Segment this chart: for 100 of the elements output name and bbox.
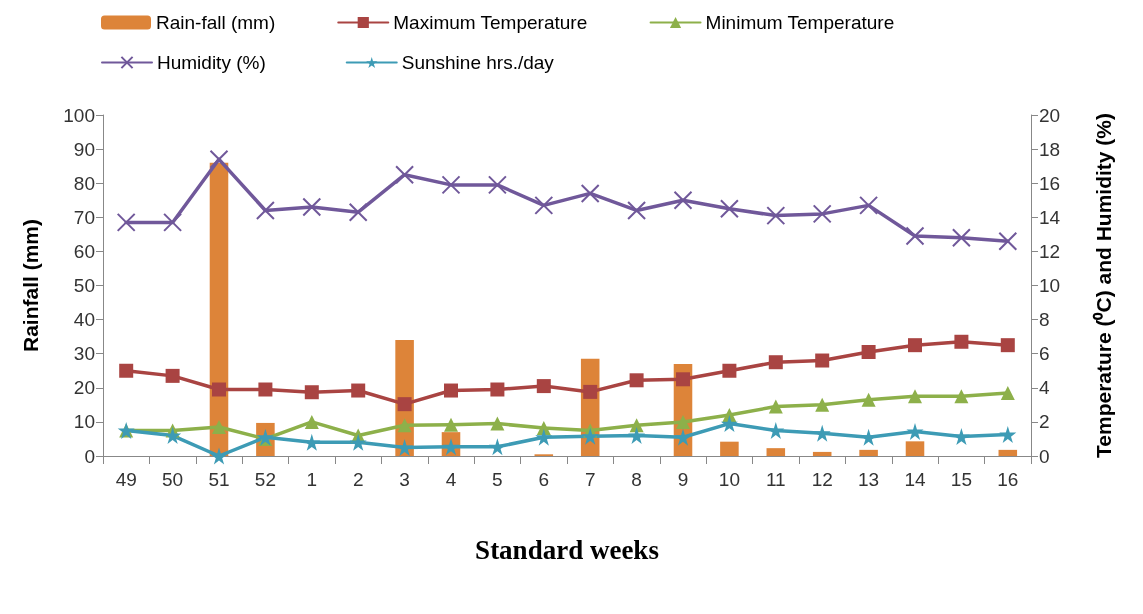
- point: [348, 202, 368, 222]
- point: [766, 206, 786, 226]
- point: [813, 424, 831, 442]
- point: [302, 197, 322, 217]
- point: [673, 190, 693, 210]
- point: [954, 334, 969, 349]
- point: [627, 200, 647, 220]
- point: [768, 399, 783, 414]
- point: [212, 420, 226, 435]
- point: [536, 379, 551, 394]
- y2-tick-label: 2: [1039, 411, 1050, 433]
- point: [954, 389, 969, 404]
- point: [304, 385, 319, 400]
- point: [395, 165, 415, 185]
- y2-tick-label: 18: [1039, 138, 1061, 160]
- legend-label: Rain-fall (mm): [156, 12, 276, 33]
- y-tick-label: 50: [73, 275, 95, 296]
- x-tick-label: 14: [904, 469, 926, 490]
- point: [580, 183, 600, 203]
- x-tick-label: 4: [445, 469, 457, 490]
- y2-tick-label: 10: [1039, 275, 1061, 296]
- y2-tick-label: 20: [1039, 104, 1061, 126]
- x-tick-label: 16: [997, 469, 1019, 490]
- x-tick-label: 5: [492, 469, 503, 490]
- point: [444, 383, 458, 398]
- point: [676, 414, 690, 429]
- point: [441, 175, 461, 195]
- y2-axis-title: Temperature (⁰C) and Humidity (%): [1092, 113, 1115, 458]
- point: [719, 199, 739, 219]
- point: [304, 414, 319, 429]
- x-tick-label: 6: [538, 469, 550, 490]
- point: [349, 433, 367, 451]
- x-tick-label: 8: [631, 469, 642, 490]
- point: [351, 383, 366, 398]
- point: [581, 427, 599, 445]
- y-tick-label: 70: [73, 206, 95, 228]
- point: [1000, 385, 1015, 400]
- bar: [812, 451, 832, 456]
- point: [951, 228, 971, 248]
- x-tick-label: 11: [765, 469, 786, 490]
- y2-tick-label: 6: [1039, 343, 1050, 365]
- x-tick-label: 49: [115, 469, 137, 490]
- legend-label: Humidity (%): [157, 52, 266, 73]
- point: [908, 389, 922, 404]
- x-axis-title: Standard weeks: [475, 534, 659, 565]
- x-tick-label: 50: [162, 469, 184, 490]
- y-tick-label: 80: [73, 172, 95, 194]
- point: [210, 447, 228, 465]
- point: [859, 195, 879, 215]
- point: [163, 212, 183, 232]
- x-tick-label: 3: [399, 469, 410, 490]
- x-tick-label: 10: [718, 469, 740, 490]
- point: [628, 427, 646, 445]
- point: [768, 355, 783, 370]
- bar: [998, 449, 1018, 456]
- point: [397, 397, 412, 412]
- y-tick-label: 40: [73, 309, 95, 331]
- legend-label: Sunshine hrs./day: [401, 52, 555, 73]
- legend-label: Maximum Temperature: [393, 12, 588, 33]
- point: [815, 353, 830, 368]
- point: [720, 415, 738, 433]
- point: [535, 428, 553, 446]
- point: [583, 384, 598, 399]
- bar: [905, 441, 925, 456]
- point: [999, 426, 1017, 444]
- point: [487, 175, 507, 195]
- y-tick-label: 90: [73, 138, 95, 160]
- point: [861, 392, 876, 407]
- point: [165, 368, 180, 383]
- point: [906, 422, 924, 440]
- point: [258, 382, 273, 397]
- point: [119, 363, 134, 378]
- y2-tick-label: 8: [1039, 309, 1050, 331]
- point: [815, 397, 830, 412]
- point: [629, 373, 644, 388]
- y2-tick-label: 0: [1039, 445, 1050, 467]
- point: [998, 231, 1018, 251]
- point: [722, 363, 737, 378]
- point: [255, 200, 275, 220]
- point: [397, 418, 412, 433]
- point: [209, 149, 229, 169]
- x-tick-label: 1: [306, 469, 318, 490]
- bar: [766, 448, 786, 456]
- point: [812, 204, 832, 224]
- point: [490, 382, 505, 397]
- x-tick-label: 2: [352, 469, 364, 490]
- point: [534, 195, 554, 215]
- y-tick-label: 60: [73, 240, 95, 262]
- point: [861, 344, 876, 359]
- y-tick-label: 20: [73, 377, 95, 399]
- point: [1000, 338, 1015, 353]
- y2-tick-label: 4: [1039, 377, 1050, 399]
- point: [676, 372, 690, 387]
- x-tick-label: 12: [811, 469, 833, 490]
- point: [905, 226, 925, 246]
- x-tick-label: 52: [254, 469, 276, 490]
- y-axis-title: Rainfall (mm): [19, 218, 42, 353]
- point: [164, 427, 182, 445]
- point: [444, 417, 458, 432]
- x-tick-label: 51: [208, 469, 230, 490]
